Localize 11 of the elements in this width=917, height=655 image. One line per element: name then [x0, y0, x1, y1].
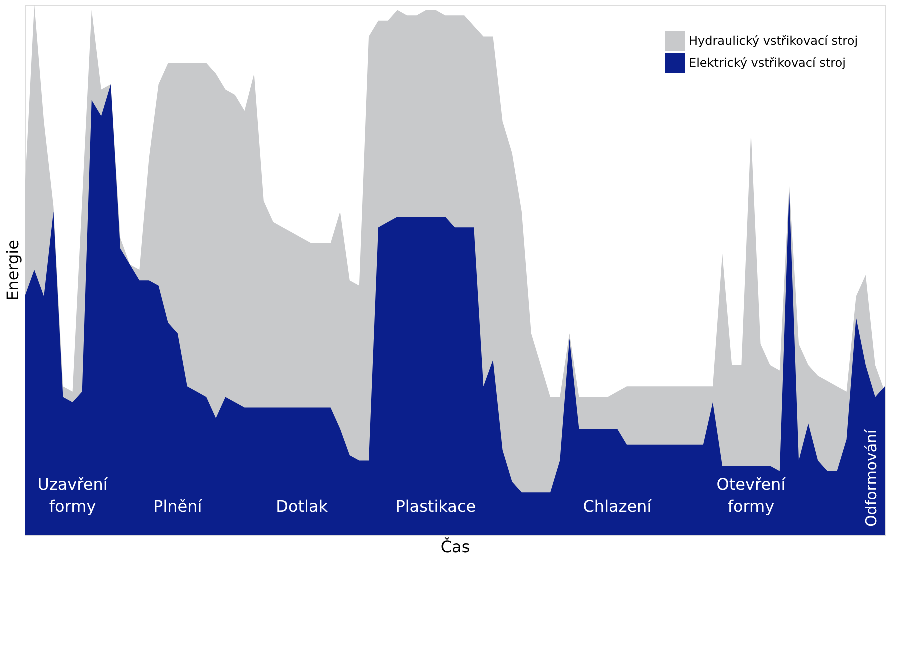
- annotation: Plnění: [154, 497, 203, 516]
- annotation: Uzavření formy: [38, 475, 108, 516]
- annotation: Odformování: [862, 428, 881, 527]
- legend-label: Elektrický vstřikovací stroj: [689, 56, 846, 70]
- annotation: Dotlak: [276, 497, 329, 516]
- annotation: Chlazení: [583, 497, 652, 516]
- annotation: Plastikace: [396, 497, 476, 516]
- annotation: Otevření formy: [716, 475, 786, 516]
- y-axis-title: Energie: [4, 240, 22, 301]
- legend-label: Hydraulický vstřikovací stroj: [689, 34, 858, 48]
- x-axis-title: Čas: [440, 538, 470, 556]
